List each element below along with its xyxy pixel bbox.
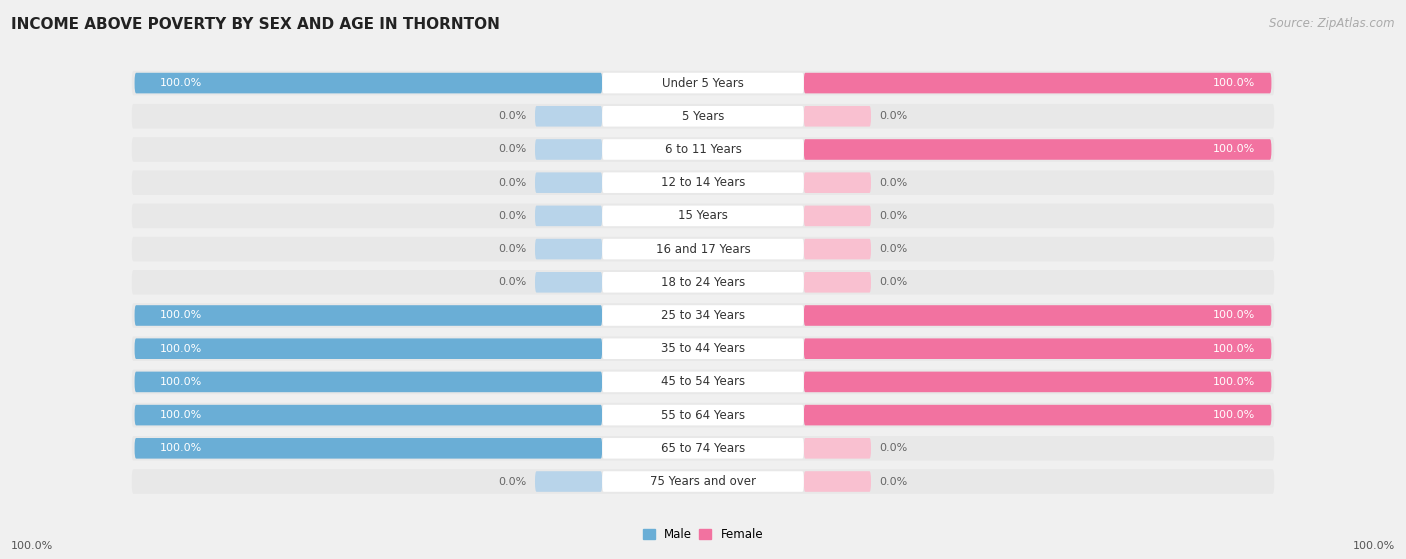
Text: 100.0%: 100.0% xyxy=(160,344,202,354)
Text: 0.0%: 0.0% xyxy=(498,476,527,486)
Text: 100.0%: 100.0% xyxy=(1212,144,1254,154)
FancyBboxPatch shape xyxy=(804,206,870,226)
Text: 0.0%: 0.0% xyxy=(879,178,908,188)
Text: 65 to 74 Years: 65 to 74 Years xyxy=(661,442,745,455)
FancyBboxPatch shape xyxy=(132,403,1274,428)
Text: 0.0%: 0.0% xyxy=(498,277,527,287)
FancyBboxPatch shape xyxy=(602,172,804,193)
Text: 0.0%: 0.0% xyxy=(498,178,527,188)
Text: Under 5 Years: Under 5 Years xyxy=(662,77,744,89)
Text: 15 Years: 15 Years xyxy=(678,210,728,222)
FancyBboxPatch shape xyxy=(804,272,870,292)
Text: 35 to 44 Years: 35 to 44 Years xyxy=(661,342,745,355)
FancyBboxPatch shape xyxy=(135,73,602,93)
Text: 6 to 11 Years: 6 to 11 Years xyxy=(665,143,741,156)
FancyBboxPatch shape xyxy=(132,270,1274,295)
FancyBboxPatch shape xyxy=(536,272,602,292)
FancyBboxPatch shape xyxy=(804,172,870,193)
FancyBboxPatch shape xyxy=(804,438,870,458)
FancyBboxPatch shape xyxy=(602,438,804,458)
FancyBboxPatch shape xyxy=(135,305,602,326)
Text: 100.0%: 100.0% xyxy=(1353,541,1395,551)
Text: 0.0%: 0.0% xyxy=(498,244,527,254)
Text: 0.0%: 0.0% xyxy=(879,443,908,453)
FancyBboxPatch shape xyxy=(536,106,602,126)
Text: 100.0%: 100.0% xyxy=(1212,344,1254,354)
FancyBboxPatch shape xyxy=(132,203,1274,228)
Text: 100.0%: 100.0% xyxy=(1212,410,1254,420)
Text: 0.0%: 0.0% xyxy=(498,211,527,221)
Text: 100.0%: 100.0% xyxy=(1212,310,1254,320)
Text: 12 to 14 Years: 12 to 14 Years xyxy=(661,176,745,189)
FancyBboxPatch shape xyxy=(132,337,1274,361)
FancyBboxPatch shape xyxy=(602,73,804,93)
FancyBboxPatch shape xyxy=(135,438,602,458)
Text: 18 to 24 Years: 18 to 24 Years xyxy=(661,276,745,289)
FancyBboxPatch shape xyxy=(536,239,602,259)
Text: INCOME ABOVE POVERTY BY SEX AND AGE IN THORNTON: INCOME ABOVE POVERTY BY SEX AND AGE IN T… xyxy=(11,17,501,32)
Text: 0.0%: 0.0% xyxy=(879,277,908,287)
FancyBboxPatch shape xyxy=(132,170,1274,195)
FancyBboxPatch shape xyxy=(602,372,804,392)
FancyBboxPatch shape xyxy=(602,239,804,259)
FancyBboxPatch shape xyxy=(804,305,1271,326)
Text: 0.0%: 0.0% xyxy=(879,111,908,121)
Text: 100.0%: 100.0% xyxy=(160,410,202,420)
Text: 0.0%: 0.0% xyxy=(879,244,908,254)
Legend: Male, Female: Male, Female xyxy=(638,523,768,546)
Text: 100.0%: 100.0% xyxy=(11,541,53,551)
FancyBboxPatch shape xyxy=(602,272,804,292)
Text: 0.0%: 0.0% xyxy=(879,476,908,486)
FancyBboxPatch shape xyxy=(135,372,602,392)
FancyBboxPatch shape xyxy=(135,405,602,425)
FancyBboxPatch shape xyxy=(132,237,1274,262)
FancyBboxPatch shape xyxy=(804,239,870,259)
Text: 55 to 64 Years: 55 to 64 Years xyxy=(661,409,745,421)
FancyBboxPatch shape xyxy=(804,338,1271,359)
Text: 100.0%: 100.0% xyxy=(1212,377,1254,387)
Text: 75 Years and over: 75 Years and over xyxy=(650,475,756,488)
FancyBboxPatch shape xyxy=(804,106,870,126)
FancyBboxPatch shape xyxy=(804,139,1271,160)
FancyBboxPatch shape xyxy=(132,303,1274,328)
Text: 100.0%: 100.0% xyxy=(1212,78,1254,88)
FancyBboxPatch shape xyxy=(602,106,804,126)
FancyBboxPatch shape xyxy=(804,73,1271,93)
FancyBboxPatch shape xyxy=(132,137,1274,162)
FancyBboxPatch shape xyxy=(602,305,804,326)
Text: 0.0%: 0.0% xyxy=(498,111,527,121)
Text: 100.0%: 100.0% xyxy=(160,78,202,88)
FancyBboxPatch shape xyxy=(602,206,804,226)
FancyBboxPatch shape xyxy=(602,338,804,359)
Text: 0.0%: 0.0% xyxy=(879,211,908,221)
Text: 100.0%: 100.0% xyxy=(160,310,202,320)
Text: 0.0%: 0.0% xyxy=(498,144,527,154)
Text: 16 and 17 Years: 16 and 17 Years xyxy=(655,243,751,255)
Text: 45 to 54 Years: 45 to 54 Years xyxy=(661,376,745,389)
FancyBboxPatch shape xyxy=(132,71,1274,96)
Text: 25 to 34 Years: 25 to 34 Years xyxy=(661,309,745,322)
FancyBboxPatch shape xyxy=(804,372,1271,392)
FancyBboxPatch shape xyxy=(132,369,1274,394)
FancyBboxPatch shape xyxy=(135,338,602,359)
FancyBboxPatch shape xyxy=(602,405,804,425)
Text: 100.0%: 100.0% xyxy=(160,443,202,453)
FancyBboxPatch shape xyxy=(602,471,804,492)
FancyBboxPatch shape xyxy=(536,206,602,226)
Text: Source: ZipAtlas.com: Source: ZipAtlas.com xyxy=(1270,17,1395,30)
FancyBboxPatch shape xyxy=(602,139,804,160)
FancyBboxPatch shape xyxy=(536,172,602,193)
FancyBboxPatch shape xyxy=(804,405,1271,425)
FancyBboxPatch shape xyxy=(804,471,870,492)
Text: 5 Years: 5 Years xyxy=(682,110,724,123)
Text: 100.0%: 100.0% xyxy=(160,377,202,387)
FancyBboxPatch shape xyxy=(132,104,1274,129)
FancyBboxPatch shape xyxy=(536,471,602,492)
FancyBboxPatch shape xyxy=(536,139,602,160)
FancyBboxPatch shape xyxy=(132,469,1274,494)
FancyBboxPatch shape xyxy=(132,436,1274,461)
